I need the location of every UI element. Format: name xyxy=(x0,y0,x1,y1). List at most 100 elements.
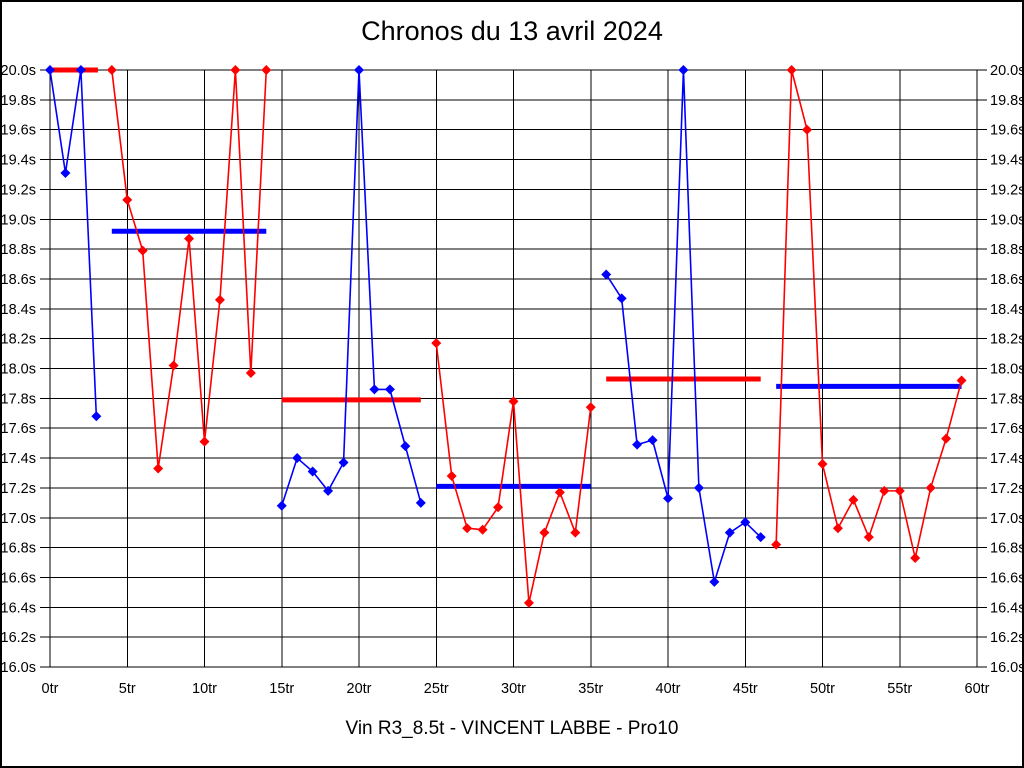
y-axis-label-left: 18.4s xyxy=(2,302,36,318)
data-point-marker-blue xyxy=(292,453,303,464)
data-point-marker-red xyxy=(539,527,550,538)
y-axis-label-right: 20.0s xyxy=(990,63,1024,79)
data-point-marker-blue xyxy=(60,167,71,178)
data-point-marker-blue xyxy=(45,65,55,75)
data-point-marker-blue xyxy=(755,532,766,543)
data-point-marker-red xyxy=(832,523,843,534)
data-point-marker-blue xyxy=(632,439,643,450)
y-axis-label-right: 19.6s xyxy=(990,123,1024,139)
data-point-marker-red xyxy=(771,539,782,550)
data-point-marker-blue xyxy=(400,441,411,452)
relay-segment-1-line xyxy=(49,69,98,417)
chart-title: Chronos du 13 avril 2024 xyxy=(361,16,663,46)
y-axis-label-right: 18.4s xyxy=(990,302,1024,318)
y-axis-label-right: 16.0s xyxy=(990,660,1024,676)
data-point-marker-blue xyxy=(724,527,735,538)
data-point-marker-red xyxy=(879,485,890,496)
y-axis-label-left: 19.8s xyxy=(2,93,36,109)
data-point-marker-red xyxy=(477,524,488,535)
x-axis-label: 60tr xyxy=(965,681,990,697)
x-axis-label: 50tr xyxy=(810,681,835,697)
data-point-marker-blue xyxy=(647,435,658,446)
data-point-marker-blue xyxy=(415,497,426,508)
data-point-marker-red xyxy=(245,367,256,378)
y-axis-label-left: 19.2s xyxy=(2,182,36,198)
data-point-marker-red xyxy=(230,65,241,75)
y-axis-label-left: 19.4s xyxy=(2,153,36,169)
data-point-marker-red xyxy=(508,396,519,407)
relay-segment-5-line xyxy=(605,69,762,583)
x-axis-label: 45tr xyxy=(733,681,758,697)
data-point-marker-red xyxy=(493,502,504,513)
y-axis-label-left: 16.8s xyxy=(2,541,36,557)
data-point-marker-blue xyxy=(740,517,751,528)
y-axis-label-left: 16.4s xyxy=(2,600,36,616)
y-axis-label-left: 17.0s xyxy=(2,511,36,527)
data-point-marker-blue xyxy=(75,65,86,75)
data-point-marker-blue xyxy=(709,576,720,587)
data-point-marker-blue xyxy=(369,384,380,395)
data-point-marker-red xyxy=(802,124,813,135)
data-point-marker-red xyxy=(446,470,457,481)
y-axis-label-left: 16.2s xyxy=(2,630,36,646)
x-axis-label: 40tr xyxy=(656,681,681,697)
data-point-marker-red xyxy=(894,485,905,496)
relay-segment-3-line xyxy=(280,69,422,507)
y-axis-label-right: 18.0s xyxy=(990,362,1024,378)
data-point-marker-red xyxy=(786,65,797,75)
y-axis-label-right: 19.0s xyxy=(990,212,1024,228)
data-point-marker-red xyxy=(214,294,225,305)
x-axis-label: 20tr xyxy=(347,681,372,697)
relay-segment-6-line xyxy=(775,69,963,559)
y-axis-label-right: 18.2s xyxy=(990,332,1024,348)
data-point-marker-red xyxy=(925,482,936,493)
y-axis-label-right: 18.6s xyxy=(990,272,1024,288)
data-point-marker-red xyxy=(137,245,148,256)
y-axis-label-left: 18.6s xyxy=(2,272,36,288)
data-point-marker-blue xyxy=(678,65,689,75)
y-axis-label-right: 16.4s xyxy=(990,600,1024,616)
data-point-marker-blue xyxy=(323,485,334,496)
data-point-marker-red xyxy=(848,494,859,505)
chart-footer-caption: Vin R3_8.5t - VINCENT LABBE - Pro10 xyxy=(345,718,679,739)
x-axis-label: 35tr xyxy=(578,681,603,697)
y-axis-label-right: 17.4s xyxy=(990,451,1024,467)
y-axis-label-left: 18.0s xyxy=(2,362,36,378)
data-point-marker-red xyxy=(431,338,442,349)
data-point-marker-blue xyxy=(616,293,627,304)
y-axis-label-left: 17.8s xyxy=(2,391,36,407)
data-point-marker-blue xyxy=(354,65,364,75)
y-axis-label-left: 17.6s xyxy=(2,421,36,437)
data-point-marker-red xyxy=(184,233,195,244)
x-axis-label: 25tr xyxy=(424,681,449,697)
data-point-marker-red xyxy=(941,433,952,444)
data-point-marker-blue xyxy=(276,500,287,511)
y-axis-label-right: 19.2s xyxy=(990,182,1024,198)
y-axis-label-left: 19.6s xyxy=(2,123,36,139)
y-axis-label-left: 17.2s xyxy=(2,481,36,497)
y-axis-label-left: 20.0s xyxy=(2,63,36,79)
data-point-marker-red xyxy=(863,532,874,543)
data-point-marker-red xyxy=(462,523,473,534)
y-axis-label-right: 17.6s xyxy=(990,421,1024,437)
y-axis-label-right: 16.8s xyxy=(990,541,1024,557)
data-point-marker-blue xyxy=(91,411,102,422)
data-point-marker-red xyxy=(956,375,967,386)
data-point-marker-red xyxy=(106,65,117,75)
data-point-marker-red xyxy=(570,527,581,538)
y-axis-label-left: 18.2s xyxy=(2,332,36,348)
y-axis-label-right: 17.8s xyxy=(990,391,1024,407)
x-axis-label: 5tr xyxy=(119,681,136,697)
data-point-marker-red xyxy=(261,65,272,75)
data-point-marker-red xyxy=(554,487,565,498)
x-axis-label: 55tr xyxy=(887,681,912,697)
data-point-marker-red xyxy=(199,436,210,447)
y-axis-label-right: 19.8s xyxy=(990,93,1024,109)
y-axis-label-right: 16.6s xyxy=(990,570,1024,586)
x-axis-label: 30tr xyxy=(501,681,526,697)
y-axis-label-right: 16.2s xyxy=(990,630,1024,646)
data-point-marker-blue xyxy=(693,482,704,493)
y-axis-label-right: 17.0s xyxy=(990,511,1024,527)
